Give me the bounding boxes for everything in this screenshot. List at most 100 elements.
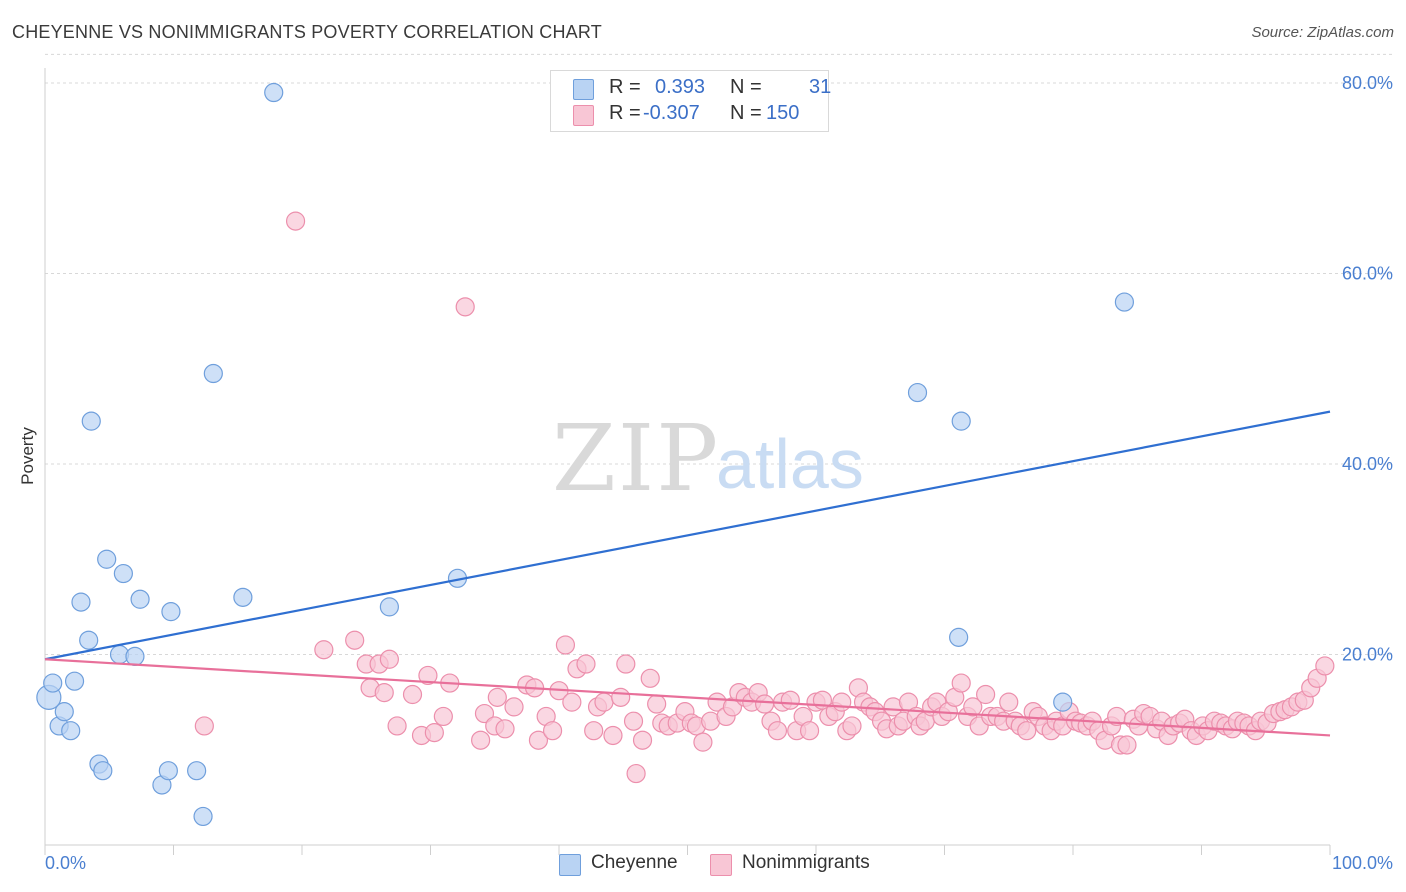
cheyenne-point (97, 549, 117, 569)
nonimmigrants-point (495, 719, 515, 739)
cheyenne-point (64, 671, 85, 691)
cheyenne-point (187, 761, 207, 781)
nonimmigrants-point (1117, 735, 1137, 755)
y-tick-label: 60.0% (1342, 264, 1393, 284)
nonimmigrants-point (345, 630, 365, 650)
nonimmigrants-point (1017, 721, 1037, 741)
nonimmigrants-point (487, 687, 507, 707)
legend-r-label: R = (609, 76, 641, 98)
watermark: ZIP atlas (552, 405, 864, 512)
nonimmigrants-swatch (573, 105, 594, 126)
nonimmigrants-point (842, 716, 862, 736)
cheyenne-point (907, 382, 928, 403)
nonimmigrants-point (594, 692, 614, 712)
cheyenne-point (113, 563, 133, 584)
cheyenne-point (1114, 292, 1135, 312)
cheyenne-point (61, 721, 81, 741)
nonimmigrants-point (474, 703, 495, 724)
axes (44, 68, 1331, 855)
chart-title: CHEYENNE VS NONIMMIGRANTS POVERTY CORREL… (12, 22, 602, 42)
nonimmigrants-point (387, 716, 407, 736)
cheyenne-point (949, 627, 969, 647)
trend-lines (44, 410, 1331, 737)
legend-r-value: 0.393 (655, 76, 706, 98)
nonimmigrants-point (951, 673, 971, 693)
cheyenne-point (54, 702, 74, 722)
nonimmigrants-point (433, 706, 453, 727)
nonimmigrants-point (999, 692, 1019, 712)
nonimmigrants-point (418, 665, 438, 686)
cheyenne-point (161, 602, 181, 622)
legend-n-label: N = (730, 76, 762, 98)
legend-n-value: 31 (809, 76, 832, 98)
nonimmigrants-point (623, 711, 644, 731)
cheyenne-point (193, 806, 213, 827)
y-tick-label: 20.0% (1342, 645, 1393, 665)
cheyenne-point (233, 587, 253, 607)
nonimmigrants-point (767, 721, 788, 741)
cheyenne-point (125, 646, 145, 667)
nonimmigrants-point (555, 635, 576, 655)
cheyenne-point (81, 411, 101, 431)
nonimmigrants-point (379, 649, 399, 669)
nonimmigrants-point (504, 697, 524, 717)
cheyenne-points (36, 82, 1135, 827)
nonimmigrants-point (799, 721, 820, 741)
cheyenne-point (79, 630, 99, 650)
cheyenne-trend-line (44, 410, 1331, 661)
nonimmigrants-point (402, 684, 423, 705)
nonimmigrants-point (471, 730, 491, 750)
bottom-legend-label: Cheyenne (591, 852, 678, 873)
nonimmigrants-points (194, 211, 1335, 784)
legend-r-value: -0.307 (643, 102, 700, 124)
x-tick-label: 100.0% (1332, 853, 1393, 873)
nonimmigrants-point (1315, 656, 1335, 676)
legend-n-value: 150 (766, 102, 800, 124)
grid-lines (45, 53, 1393, 655)
nonimmigrants-point (542, 721, 563, 741)
source-credit: Source: ZipAtlas.com (1251, 24, 1394, 41)
legend-n-label: N = (730, 102, 762, 124)
bottom-legend-label: Nonimmigrants (742, 852, 870, 873)
nonimmigrants-point (576, 654, 596, 674)
y-tick-label: 80.0% (1342, 73, 1393, 93)
nonimmigrants-point (640, 668, 660, 688)
nonimmigrants-point (780, 690, 800, 710)
cheyenne-swatch (573, 79, 594, 100)
cheyenne-point (203, 363, 223, 384)
nonimmigrants-point (528, 730, 549, 750)
nonimmigrants-point (647, 694, 667, 714)
nonimmigrants-point (963, 697, 983, 717)
nonimmigrants-point (626, 763, 646, 784)
cheyenne-point (379, 597, 399, 617)
nonimmigrants-point (603, 725, 623, 746)
legend-r-label: R = (609, 102, 641, 124)
correlation-legend: R = 0.393 N = 31 R = -0.307 N = 150 (550, 70, 832, 132)
nonimmigrants-point (562, 692, 582, 712)
cheyenne-point (264, 82, 284, 103)
watermark-zip: ZIP (552, 405, 720, 512)
nonimmigrants-point (632, 730, 653, 750)
cheyenne-point (71, 592, 91, 612)
cheyenne-point (1053, 692, 1073, 712)
x-tick-label: 0.0% (45, 853, 86, 873)
y-tick-label: 40.0% (1342, 454, 1393, 474)
nonimmigrants-point (455, 297, 475, 317)
cheyenne-point (951, 411, 971, 431)
nonimmigrants-point (616, 654, 636, 674)
nonimmigrants-point (693, 732, 713, 752)
watermark-atlas: atlas (716, 425, 864, 503)
nonimmigrants-point (314, 640, 334, 660)
cheyenne-point (43, 673, 63, 693)
cheyenne-swatch (559, 854, 581, 876)
cheyenne-point (158, 761, 178, 781)
nonimmigrants-point (832, 692, 852, 712)
nonimmigrants-point (976, 684, 996, 705)
nonimmigrants-point (424, 723, 444, 743)
nonimmigrants-point (754, 694, 775, 714)
cheyenne-point (93, 761, 113, 781)
cheyenne-point (130, 589, 150, 609)
nonimmigrants-point (285, 211, 306, 231)
nonimmigrants-trend-line (44, 658, 1331, 737)
